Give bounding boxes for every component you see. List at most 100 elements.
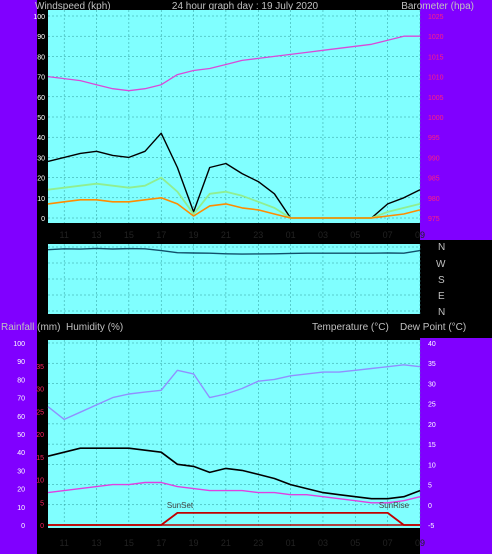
humidity-tick-label: 60 xyxy=(17,414,25,421)
left-frame-bar xyxy=(0,0,37,554)
wind-direction-line xyxy=(47,247,421,255)
time-tick-label: 21 xyxy=(221,230,231,240)
time-tick-label: 11 xyxy=(60,230,69,240)
time-tick-label: 17 xyxy=(156,230,166,240)
barometer-tick-label: 975 xyxy=(428,216,440,223)
windspeed-tick-label: 100 xyxy=(33,14,45,21)
barometer-tick-label: 995 xyxy=(428,135,440,142)
temperature-tick-label: 5 xyxy=(428,483,432,490)
barometer-tick-label: 990 xyxy=(428,155,440,162)
temperature-tick-label: -5 xyxy=(428,523,434,530)
temperature-tick-label: 35 xyxy=(428,361,436,368)
time-tick-label: 01 xyxy=(286,538,296,548)
windspeed-tick-label: 70 xyxy=(37,75,45,82)
barometer-tick-label: 1005 xyxy=(428,95,444,102)
rainfall-tick-label: 10 xyxy=(36,478,44,485)
sunset-label: SunSet xyxy=(167,501,194,510)
time-tick-label: 09 xyxy=(415,538,425,548)
time-tick-label: 03 xyxy=(318,538,328,548)
barometer-tick-label: 985 xyxy=(428,176,440,183)
dew-point-axis-title: Dew Point (°C) xyxy=(400,322,466,333)
windspeed-tick-label: 0 xyxy=(41,216,45,223)
direction-label-e: E xyxy=(438,291,445,302)
barometer-tick-label: 1015 xyxy=(428,54,444,61)
humidity-tick-label: 80 xyxy=(17,377,25,384)
time-tick-label: 19 xyxy=(189,230,199,240)
rainfall-tick-label: 25 xyxy=(36,409,44,416)
right-frame-bar-top xyxy=(420,0,492,240)
barometer-tick-label: 980 xyxy=(428,196,440,203)
temperature-tick-label: 0 xyxy=(428,503,432,510)
time-tick-label: 05 xyxy=(350,230,360,240)
time-tick-label: 05 xyxy=(350,538,360,548)
temperature-tick-label: 30 xyxy=(428,381,436,388)
windspeed-tick-label: 30 xyxy=(37,155,45,162)
rainfall-tick-label: 35 xyxy=(36,364,44,371)
humidity-tick-label: 0 xyxy=(21,523,25,530)
temperature-tick-label: 40 xyxy=(428,341,436,348)
humidity-tick-label: 50 xyxy=(17,432,25,439)
time-tick-label: 07 xyxy=(383,230,393,240)
windspeed-tick-label: 60 xyxy=(37,95,45,102)
windspeed-tick-label: 50 xyxy=(37,115,45,122)
humidity-tick-label: 30 xyxy=(17,468,25,475)
graph-title: 24 hour graph day : 19 July 2020 xyxy=(172,1,319,12)
barometer-line xyxy=(47,35,420,92)
humidity-tick-label: 10 xyxy=(17,505,25,512)
temperature-tick-label: 20 xyxy=(428,422,436,429)
right-frame-bar-bottom xyxy=(420,338,492,554)
windspeed-tick-label: 80 xyxy=(37,54,45,61)
humidity-line xyxy=(47,364,421,421)
barometer-tick-label: 1010 xyxy=(428,75,444,82)
barometer-axis-title: Barometer (hpa) xyxy=(401,1,474,12)
windspeed-tick-label: 10 xyxy=(37,196,45,203)
direction-label-w: W xyxy=(436,259,446,270)
rainfall-tick-label: 30 xyxy=(36,387,44,394)
time-tick-label: 23 xyxy=(253,538,263,548)
direction-label-n-top: N xyxy=(438,242,445,253)
wind-panel xyxy=(48,10,420,223)
rainfall-tick-label: 20 xyxy=(36,432,44,439)
rainfall-tick-label: 0 xyxy=(40,523,44,530)
time-tick-label: 07 xyxy=(383,538,393,548)
dew-point-line xyxy=(47,481,421,504)
direction-label-s: S xyxy=(438,275,445,286)
temperature-tick-label: 25 xyxy=(428,402,436,409)
barometer-tick-label: 1025 xyxy=(428,14,444,21)
direction-label-n-bottom: N xyxy=(438,307,445,318)
sunrise-label: SunRise xyxy=(379,501,410,510)
time-tick-label: 13 xyxy=(92,230,102,240)
time-tick-label: 15 xyxy=(124,230,134,240)
time-tick-label: 01 xyxy=(286,230,296,240)
time-tick-label: 23 xyxy=(253,230,263,240)
rainfall-tick-label: 15 xyxy=(36,455,44,462)
time-tick-label: 13 xyxy=(92,538,102,548)
time-tick-label: 21 xyxy=(221,538,231,548)
rainfall-axis-title: Rainfall (mm) xyxy=(1,322,60,333)
barometer-tick-label: 1020 xyxy=(428,34,444,41)
humidity-tick-label: 20 xyxy=(17,487,25,494)
windspeed-tick-label: 90 xyxy=(37,34,45,41)
temperature-axis-title: Temperature (°C) xyxy=(312,322,389,333)
humidity-tick-label: 70 xyxy=(17,396,25,403)
humidity-tick-label: 100 xyxy=(13,341,25,348)
humidity-axis-title: Humidity (%) xyxy=(66,322,123,333)
time-tick-label: 09 xyxy=(415,230,425,240)
windspeed-axis-title: Windspeed (kph) xyxy=(35,1,111,12)
wind-low-line xyxy=(47,197,421,219)
windspeed-tick-label: 40 xyxy=(37,135,45,142)
barometer-tick-label: 1000 xyxy=(428,115,444,122)
rainfall-tick-label: 5 xyxy=(40,500,44,507)
humidity-tick-label: 90 xyxy=(17,359,25,366)
temperature-line xyxy=(47,447,421,500)
time-tick-label: 03 xyxy=(318,230,328,240)
time-tick-label: 17 xyxy=(156,538,166,548)
windspeed-tick-label: 20 xyxy=(37,176,45,183)
temperature-tick-label: 10 xyxy=(428,462,436,469)
temperature-tick-label: 15 xyxy=(428,442,436,449)
time-tick-label: 15 xyxy=(124,538,134,548)
time-tick-label: 11 xyxy=(60,538,69,548)
time-tick-label: 19 xyxy=(189,538,199,548)
